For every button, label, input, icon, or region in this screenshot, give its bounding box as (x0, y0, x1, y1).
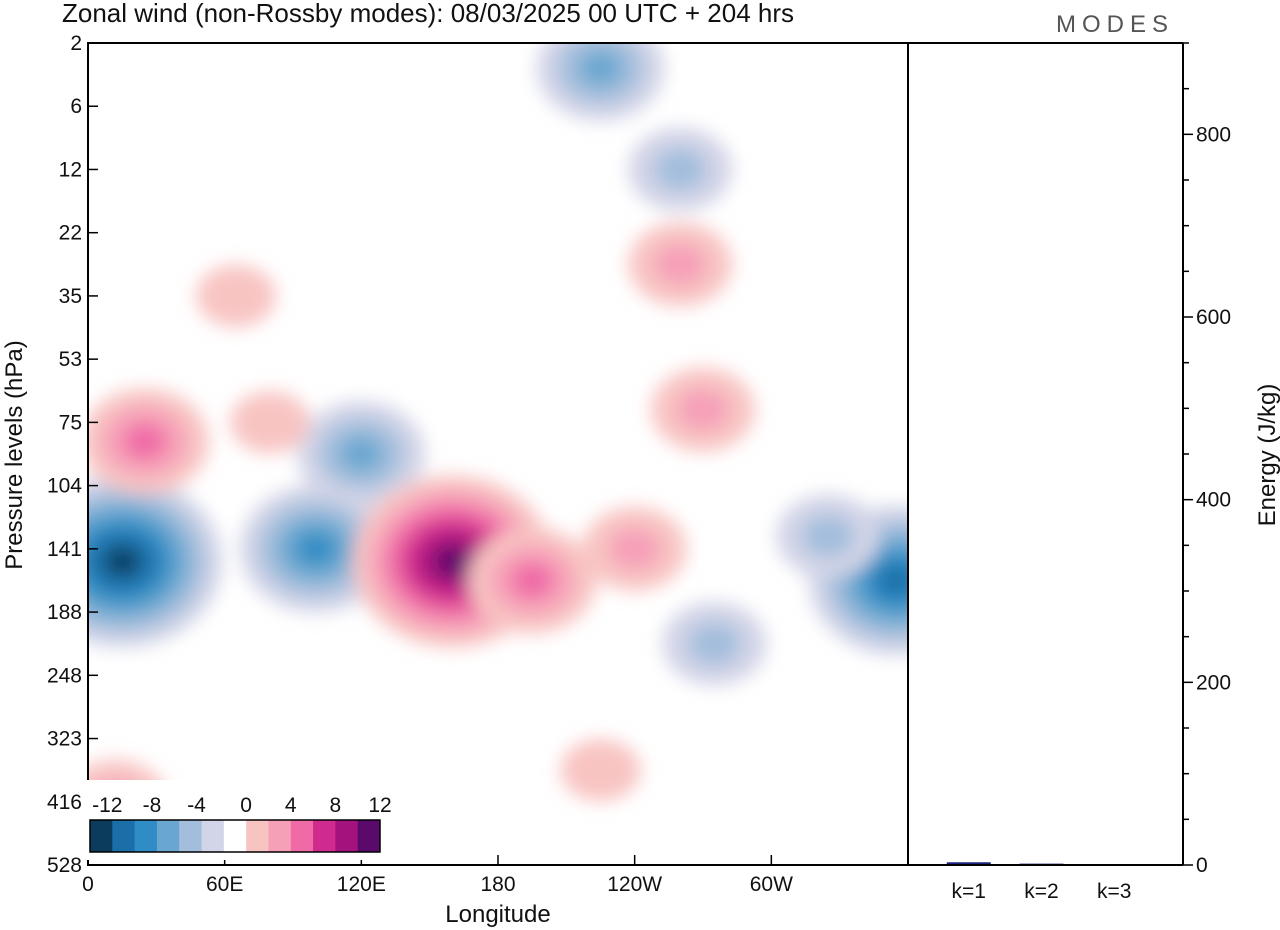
colorbar-label: 0 (240, 794, 252, 817)
wind-feature-8-level-6 (435, 547, 470, 576)
wind-feature-16-level-1 (230, 391, 311, 454)
colorbar-frame (89, 819, 381, 853)
wind-feature-17-level-1 (196, 264, 277, 327)
pressure-tick-label: 248 (47, 664, 82, 687)
wind-feature-14-level-2 (654, 243, 707, 286)
colorbar-swatch (156, 820, 180, 852)
colorbar-swatch (112, 820, 136, 852)
colorbar-swatch (290, 820, 314, 852)
wind-features (88, 43, 908, 844)
wind-feature-1-level-4 (296, 532, 335, 565)
energy-tick-label: 0 (1196, 854, 1208, 877)
colorbar-label: 4 (285, 794, 297, 817)
x-axis-label: Longitude (445, 901, 550, 928)
energy-tick-label: 800 (1196, 123, 1231, 146)
colorbar-label: 8 (330, 794, 342, 817)
longitude-tick-label: 180 (480, 873, 515, 896)
pressure-tick-label: 528 (47, 854, 82, 877)
colorbar-swatch (90, 820, 113, 852)
colorbar-swatch (335, 820, 359, 852)
pressure-axis: 2 6 12 22 35 53 75 104 141 188 248 323 416 528 (47, 32, 98, 877)
energy-axis-label: Energy (J/kg) (1254, 384, 1280, 527)
pressure-tick-label: 6 (70, 95, 82, 118)
energy-bar-k=1 (946, 862, 991, 865)
longitude-tick-label: 120E (337, 873, 386, 896)
colorbar-label: -8 (143, 794, 162, 817)
colorbar-label: -4 (187, 794, 206, 817)
colorbar-swatch (268, 820, 292, 852)
wind-feature-2-level-3 (340, 436, 383, 472)
wind-feature-3-level-5 (879, 565, 908, 596)
colorbar-label: 12 (368, 794, 391, 817)
chart-title: Zonal wind (non-Rossby modes): 08/03/202… (62, 0, 794, 28)
colorbar-label: -12 (92, 794, 122, 817)
pressure-tick-label: 2 (70, 32, 82, 55)
pressure-tick-label: 323 (47, 728, 82, 751)
pressure-tick-label: 12 (59, 158, 82, 181)
wind-feature-4-level-2 (802, 515, 855, 558)
energy-tick-label: 200 (1196, 671, 1231, 694)
pressure-tick-label: 141 (47, 538, 82, 561)
longitude-tick-label: 60W (750, 873, 793, 896)
y-axis-label: Pressure levels (hPa) (1, 340, 28, 569)
colorbar: -12 -8 -4 0 4 8 12 (84, 780, 392, 860)
wind-feature-11-level-1 (560, 739, 641, 802)
energy-bars: k=1 k=2 k=3 (946, 862, 1137, 903)
wind-feature-9-level-3 (510, 562, 554, 599)
longitude-axis: 0 60E 120E 180 120W 60W (82, 855, 793, 896)
colorbar-swatch (201, 820, 225, 852)
energy-tick-label: 600 (1196, 306, 1231, 329)
pressure-tick-label: 22 (59, 222, 82, 245)
energy-bar-label: k=2 (1024, 880, 1058, 903)
colorbar-swatch (134, 820, 158, 852)
colorbar-swatch (313, 820, 336, 852)
wind-feature-7-level-2 (654, 148, 707, 191)
pressure-tick-label: 416 (47, 791, 82, 814)
map-frame (87, 42, 909, 866)
pressure-tick-label: 104 (47, 475, 82, 498)
energy-bar-label: k=1 (952, 880, 986, 903)
pressure-tick-label: 188 (47, 601, 82, 624)
colorbar-swatch (223, 820, 247, 852)
wind-feature-15-level-2 (677, 388, 729, 431)
contour-field (88, 43, 908, 865)
colorbar-swatch (246, 820, 269, 852)
energy-axis: 0 200 400 600 800 (1183, 42, 1231, 877)
energy-tick-label: 400 (1196, 489, 1231, 512)
colorbar-swatch (179, 820, 203, 852)
modes-logo: MODES (1056, 11, 1174, 38)
longitude-tick-label: 0 (82, 873, 94, 896)
wind-feature-10-level-2 (608, 527, 661, 570)
wind-feature-12-level-3 (123, 423, 167, 460)
wind-feature-0-level-6 (105, 547, 139, 576)
longitude-tick-label: 60E (206, 873, 243, 896)
energy-bar-label: k=3 (1097, 880, 1131, 903)
longitude-tick-label: 120W (607, 873, 662, 896)
wind-feature-6-level-3 (579, 50, 622, 86)
colorbar-swatch (357, 820, 381, 852)
pressure-tick-label: 75 (59, 411, 82, 434)
pressure-tick-label: 35 (59, 285, 82, 308)
wind-feature-5-level-2 (688, 622, 741, 665)
pressure-tick-label: 53 (59, 348, 82, 371)
